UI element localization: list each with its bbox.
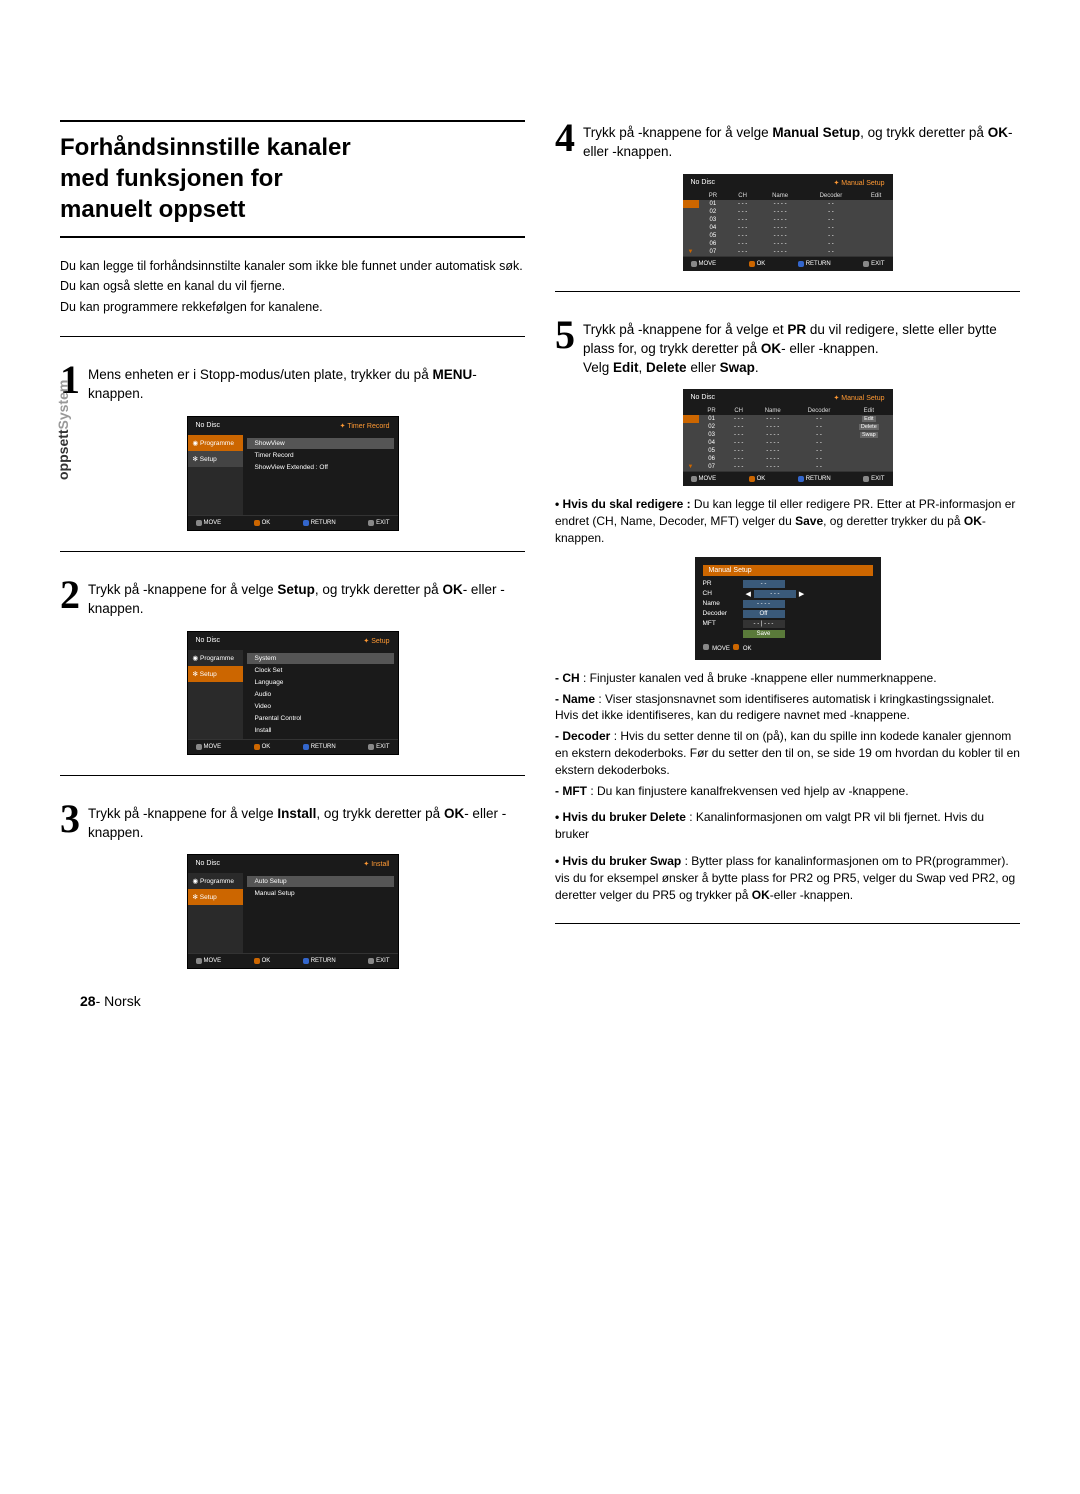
list-item: Timer Record <box>247 450 394 461</box>
list-item: Parental Control <box>247 713 394 724</box>
manual-page: oppsettSystem Forhåndsinnstille kanaler … <box>0 0 1080 1039</box>
form-title: Manual Setup <box>703 565 873 576</box>
screen-header: No Disc ✦ Setup <box>188 632 398 650</box>
list-item: Install <box>247 725 394 736</box>
screen-form: Manual Setup PR- - CH◀- - -▶ Name- - - -… <box>695 557 881 660</box>
screen-body: ◉ Programme ✻ Setup System Clock Set Lan… <box>188 650 398 739</box>
screen-2: No Disc ✦ Setup ◉ Programme ✻ Setup Syst… <box>187 631 399 755</box>
sidebar-item-setup: ✻ Setup <box>188 889 243 905</box>
step-text: Mens enheten er i Stopp-modus/uten plate… <box>88 362 525 404</box>
sidebar-item-programme: ◉ Programme <box>188 435 243 451</box>
left-column: Forhåndsinnstille kanaler med funksjonen… <box>60 120 525 979</box>
screen-body: ◉ Programme ✻ Setup ShowView Timer Recor… <box>188 435 398 515</box>
step-number: 2 <box>60 577 80 613</box>
list-item: System <box>247 653 394 664</box>
step-number: 5 <box>555 317 575 353</box>
sidebar-item-setup: ✻ Setup <box>188 451 243 467</box>
step-3: 3 Trykk på -knappene for å velge Install… <box>60 801 525 843</box>
screen-footer: MOVE OK RETURN EXIT <box>188 515 398 530</box>
sidebar-item-programme: ◉ Programme <box>188 873 243 889</box>
screen-header: No Disc ✦ Install <box>188 855 398 873</box>
notes-section: • Hvis du skal redigere : Du kan legge t… <box>555 496 1020 903</box>
screen-header: No Disc ✦ Timer Record <box>188 417 398 435</box>
step-number: 3 <box>60 801 80 837</box>
step-text: Trykk på -knappene for å velge Install, … <box>88 801 525 843</box>
screen-footer: MOVE OK RETURN EXIT <box>683 471 893 486</box>
screen-header: No Disc ✦ Manual Setup <box>683 389 893 407</box>
sidebar-item-setup: ✻ Setup <box>188 666 243 682</box>
screen-sidebar: ◉ Programme ✻ Setup <box>188 873 243 953</box>
list-item: Audio <box>247 689 394 700</box>
step-1: 1 Mens enheten er i Stopp-modus/uten pla… <box>60 362 525 404</box>
list-item: Clock Set <box>247 665 394 676</box>
screen-footer: MOVE OK RETURN EXIT <box>188 953 398 968</box>
screen-body: ◉ Programme ✻ Setup Auto Setup Manual Se… <box>188 873 398 953</box>
screen-4: No Disc ✦ Manual Setup PRCHNameDecoderEd… <box>683 174 893 271</box>
screen-list: ShowView Timer Record ShowView Extended … <box>243 435 398 515</box>
channel-table: PRCHNameDecoderEdit ▲01- - -- - - -- - 0… <box>683 192 893 256</box>
page-number: 28- Norsk <box>80 993 141 1009</box>
note-name: - Name <box>555 692 595 706</box>
channel-table: PRCHNameDecoderEdit ▲01- - -- - - -- -Ed… <box>683 407 893 471</box>
screen-header: No Disc ✦ Manual Setup <box>683 174 893 192</box>
separator <box>555 923 1020 924</box>
note-swap: • Hvis du bruker Swap <box>555 854 681 868</box>
screen-list: System Clock Set Language Audio Video Pa… <box>243 650 398 739</box>
section-label: oppsettSystem <box>55 380 71 480</box>
list-item: Video <box>247 701 394 712</box>
page-title: Forhåndsinnstille kanaler med funksjonen… <box>60 132 525 226</box>
note-edit-head: • Hvis du skal redigere : <box>555 497 691 511</box>
step-text: Trykk på -knappene for å velge Manual Se… <box>583 120 1020 162</box>
screen-list: Auto Setup Manual Setup <box>243 873 398 953</box>
separator <box>60 336 525 337</box>
step-number: 4 <box>555 120 575 156</box>
list-item: Auto Setup <box>247 876 394 887</box>
separator <box>60 551 525 552</box>
list-item: ShowView Extended : Off <box>247 462 394 473</box>
list-item: Language <box>247 677 394 688</box>
screen-3: No Disc ✦ Install ◉ Programme ✻ Setup Au… <box>187 854 399 969</box>
title-box: Forhåndsinnstille kanaler med funksjonen… <box>60 120 525 238</box>
separator <box>555 291 1020 292</box>
sidebar-item-programme: ◉ Programme <box>188 650 243 666</box>
step-4: 4 Trykk på -knappene for å velge Manual … <box>555 120 1020 162</box>
note-ch: - CH <box>555 671 580 685</box>
separator <box>60 775 525 776</box>
step-text: Trykk på -knappene for å velge Setup, og… <box>88 577 525 619</box>
right-column: 4 Trykk på -knappene for å velge Manual … <box>555 120 1020 979</box>
step-text: Trykk på -knappene for å velge et PR du … <box>583 317 1020 378</box>
list-item: ShowView <box>247 438 394 449</box>
step-2: 2 Trykk på -knappene for å velge Setup, … <box>60 577 525 619</box>
screen-footer: MOVE OK RETURN EXIT <box>683 256 893 271</box>
intro-text: Du kan legge til forhåndsinnstilte kanal… <box>60 258 525 317</box>
screen-sidebar: ◉ Programme ✻ Setup <box>188 435 243 515</box>
note-delete: • Hvis du bruker Delete <box>555 810 686 824</box>
screen-5: No Disc ✦ Manual Setup PRCHNameDecoderEd… <box>683 389 893 486</box>
columns: Forhåndsinnstille kanaler med funksjonen… <box>60 120 1020 979</box>
list-item: Manual Setup <box>247 888 394 899</box>
note-decoder: - Decoder <box>555 729 610 743</box>
screen-sidebar: ◉ Programme ✻ Setup <box>188 650 243 739</box>
note-mft: - MFT <box>555 784 587 798</box>
screen-1: No Disc ✦ Timer Record ◉ Programme ✻ Set… <box>187 416 399 531</box>
step-5: 5 Trykk på -knappene for å velge et PR d… <box>555 317 1020 378</box>
screen-footer: MOVE OK RETURN EXIT <box>188 739 398 754</box>
